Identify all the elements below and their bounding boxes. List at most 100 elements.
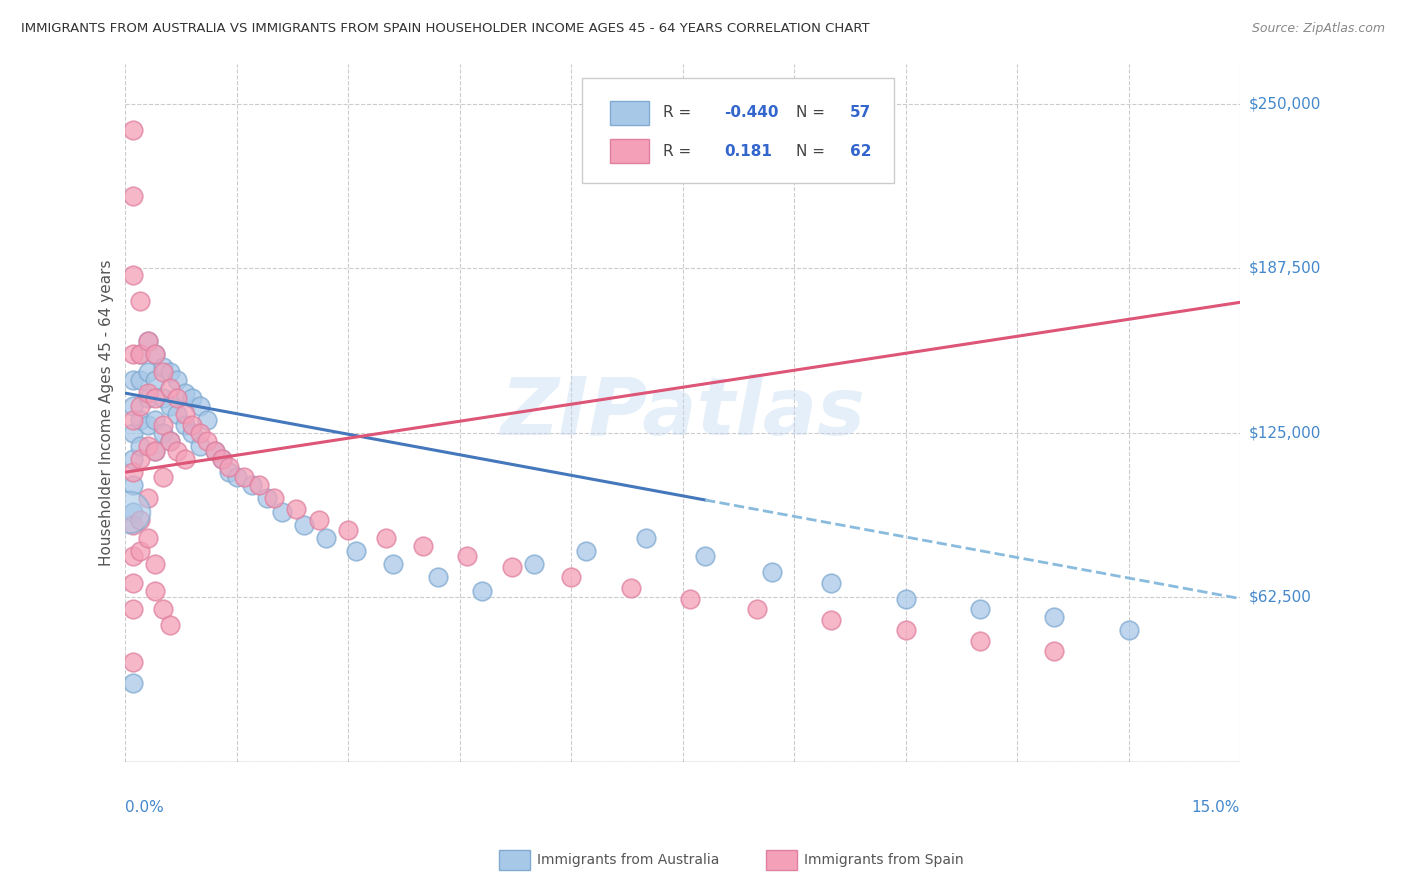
Point (181, 392, 204, 406)
Point (122, 675, 145, 690)
Point (136, 531, 159, 545)
Text: 15.0%: 15.0% (1192, 800, 1240, 815)
Point (122, 602, 145, 616)
Point (129, 412, 152, 426)
Point (129, 452, 152, 467)
Point (152, 417, 174, 432)
FancyBboxPatch shape (610, 139, 650, 163)
Point (159, 365, 181, 379)
Point (693, 549, 716, 564)
Point (456, 549, 478, 564)
Point (122, 123, 145, 137)
Text: Immigrants from Spain: Immigrants from Spain (804, 853, 965, 867)
Text: R =: R = (662, 105, 690, 120)
Point (270, 505, 292, 519)
Point (471, 583, 494, 598)
Point (894, 623, 917, 637)
Point (174, 386, 197, 401)
Point (679, 591, 702, 606)
Point (136, 386, 159, 401)
Text: 0.0%: 0.0% (125, 800, 165, 815)
Point (426, 570, 449, 584)
Point (159, 434, 181, 448)
Point (136, 365, 159, 379)
Point (308, 512, 330, 526)
Point (152, 425, 174, 440)
Text: $250,000: $250,000 (1249, 96, 1320, 111)
Point (143, 444, 166, 458)
Text: 57: 57 (849, 105, 872, 120)
Text: Source: ZipAtlas.com: Source: ZipAtlas.com (1251, 22, 1385, 36)
Point (143, 558, 166, 572)
Point (256, 491, 278, 506)
Point (122, 452, 145, 467)
Text: -0.440: -0.440 (724, 105, 779, 120)
Text: ZIPatlas: ZIPatlas (501, 374, 865, 452)
Point (181, 425, 204, 440)
Point (263, 491, 285, 506)
Text: 62: 62 (849, 144, 872, 159)
Point (166, 444, 188, 458)
Point (226, 470, 249, 484)
Point (122, 549, 145, 564)
Point (575, 544, 598, 558)
Point (129, 373, 152, 387)
Point (136, 417, 159, 432)
Point (118, 505, 141, 519)
Text: $125,000: $125,000 (1249, 425, 1320, 440)
Point (761, 565, 783, 579)
Point (969, 602, 991, 616)
Point (136, 334, 159, 348)
Point (159, 618, 181, 632)
Point (218, 459, 240, 474)
Point (122, 575, 145, 590)
Point (136, 334, 159, 348)
Point (122, 655, 145, 669)
Point (204, 444, 226, 458)
Point (412, 539, 434, 553)
Point (174, 417, 197, 432)
Point (129, 512, 152, 526)
Point (166, 392, 188, 406)
Text: $187,500: $187,500 (1249, 260, 1320, 276)
Point (188, 400, 211, 414)
Point (188, 439, 211, 453)
Point (820, 575, 842, 590)
Point (820, 613, 842, 627)
Point (523, 558, 546, 572)
Point (285, 502, 308, 516)
Point (159, 400, 181, 414)
Point (122, 465, 145, 479)
Point (174, 407, 197, 421)
Point (166, 373, 188, 387)
Point (195, 412, 218, 426)
Text: Immigrants from Australia: Immigrants from Australia (537, 853, 720, 867)
Point (122, 400, 145, 414)
Point (969, 633, 991, 648)
Point (122, 188, 145, 202)
Point (745, 602, 768, 616)
Point (894, 591, 917, 606)
Point (247, 478, 270, 492)
Point (634, 531, 657, 545)
Point (129, 347, 152, 361)
FancyBboxPatch shape (582, 78, 894, 183)
Point (337, 523, 360, 537)
Point (374, 531, 396, 545)
Point (143, 444, 166, 458)
Point (1118, 623, 1140, 637)
Point (195, 434, 218, 448)
Point (143, 373, 166, 387)
Point (174, 452, 197, 467)
Point (136, 439, 159, 453)
Point (129, 439, 152, 453)
Point (152, 392, 174, 406)
Point (560, 570, 582, 584)
Point (122, 373, 145, 387)
Point (129, 293, 152, 308)
Point (152, 470, 174, 484)
Point (129, 347, 152, 361)
Point (292, 517, 315, 532)
Point (122, 347, 145, 361)
Point (381, 558, 404, 572)
